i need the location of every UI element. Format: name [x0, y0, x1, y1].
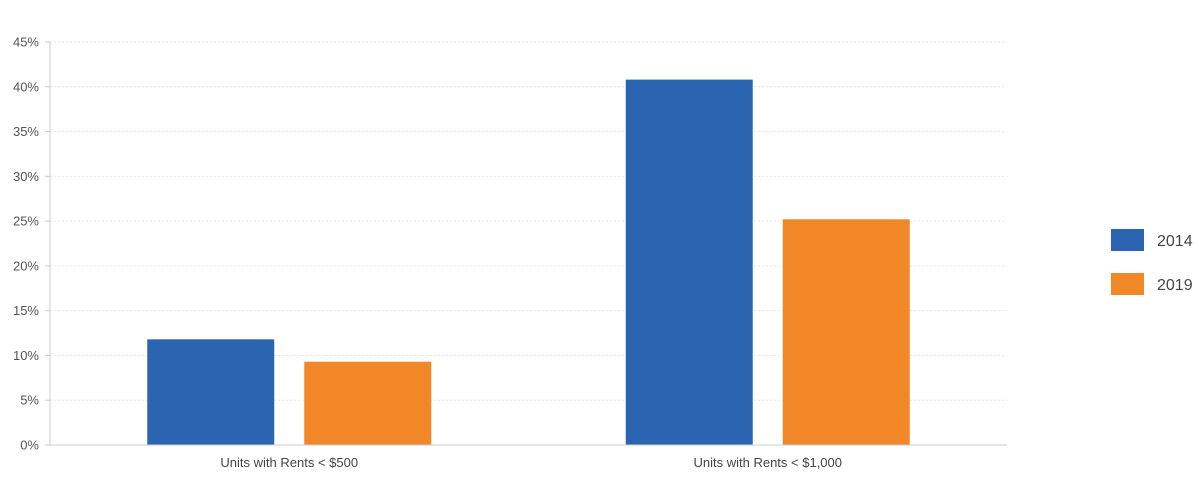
legend-swatch-2019 [1111, 273, 1144, 295]
bar-2019-1 [304, 361, 432, 445]
bar-2014-2 [625, 79, 753, 445]
legend-label-2014: 2014 [1157, 233, 1193, 250]
y-tick-label: 10% [13, 348, 39, 363]
legend: 2014 2019 [1111, 229, 1193, 295]
y-tick-label: 0% [20, 438, 39, 453]
y-tick-label: 45% [13, 35, 39, 50]
legend-swatch-2014 [1111, 229, 1144, 251]
legend-label-2019: 2019 [1157, 277, 1193, 294]
bar-2019-2 [782, 219, 910, 445]
y-tick-label: 30% [13, 169, 39, 184]
y-tick-label: 35% [13, 124, 39, 139]
y-tick-label: 15% [13, 303, 39, 318]
y-tick-label: 20% [13, 258, 39, 273]
y-tick-label: 40% [13, 79, 39, 94]
y-tick-label: 5% [20, 393, 39, 408]
x-category-label: Units with Rents < $1,000 [694, 455, 843, 470]
y-axis-ticks: 0% 5% 10% 15% 20% 25% 30% 35% 40% 45% [13, 35, 50, 453]
x-category-label: Units with Rents < $500 [220, 455, 358, 470]
x-axis: Units with Rents < $500 Units with Rents … [49, 42, 1007, 470]
bars [147, 79, 910, 445]
y-tick-label: 25% [13, 214, 39, 229]
bar-2014-1 [147, 339, 275, 445]
